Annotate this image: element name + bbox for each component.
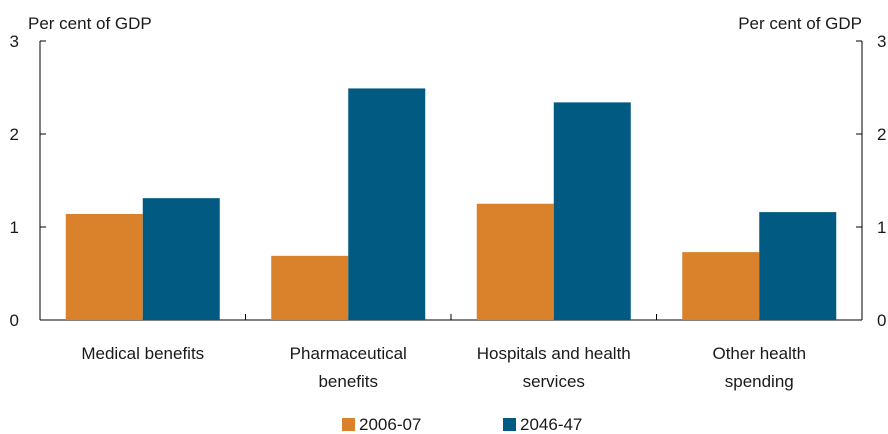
y-tick-label-left: 1 xyxy=(10,218,19,237)
x-category-label: Pharmaceutical benefits xyxy=(290,344,407,391)
legend-label-2006-07: 2006-07 xyxy=(359,415,421,434)
bar-2046-47 xyxy=(553,102,631,320)
y-tick-label-right: 2 xyxy=(877,125,886,144)
y-tick-label-left: 2 xyxy=(10,125,19,144)
bar-2046-47 xyxy=(142,198,220,320)
x-category-label: Other health spending xyxy=(712,344,806,391)
legend-label-2046-47: 2046-47 xyxy=(520,415,582,434)
bar-2046-47 xyxy=(759,212,837,320)
y-tick-label-right: 3 xyxy=(877,32,886,51)
bar-2006-07 xyxy=(682,252,760,320)
y-axis-label-right: Per cent of GDP xyxy=(738,14,862,33)
x-category-label: Hospitals and health services xyxy=(477,344,631,391)
y-tick-label-left: 0 xyxy=(10,311,19,330)
y-axis-label-left: Per cent of GDP xyxy=(28,14,152,33)
legend: 2006-07 2046-47 xyxy=(342,415,582,434)
y-tick-label-right: 0 xyxy=(877,311,886,330)
y-tick-label-right: 1 xyxy=(877,218,886,237)
y-tick-label-left: 3 xyxy=(10,32,19,51)
plot-area: 0 0 1 1 2 2 3 3 Medical benefits Pharmaceutical be… xyxy=(10,32,887,391)
legend-swatch-2046-47 xyxy=(503,418,516,431)
bar-2006-07 xyxy=(271,255,349,320)
bar-2006-07 xyxy=(65,213,143,320)
bar-2006-07 xyxy=(476,203,554,320)
legend-swatch-2006-07 xyxy=(342,418,355,431)
bar-2046-47 xyxy=(348,88,426,321)
x-category-label: Medical benefits xyxy=(81,344,204,363)
